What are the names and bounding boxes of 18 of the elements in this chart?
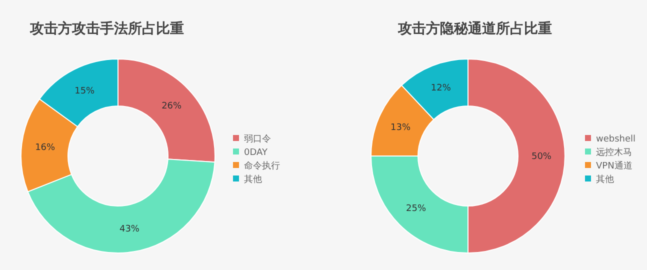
legend-label: VPN通道 (596, 160, 632, 172)
legend-label: 命令执行 (244, 160, 280, 172)
chart-title: 攻击方攻击手法所占比重 (29, 20, 184, 37)
chart-title: 攻击方隐秘通道所占比重 (397, 20, 552, 37)
legend-label: 弱口令 (244, 134, 271, 144)
data-label: 15% (74, 86, 96, 97)
data-label: 16% (35, 142, 56, 153)
data-label: 25% (406, 204, 426, 214)
data-label: 43% (119, 224, 140, 235)
legend-label: 其他 (596, 174, 614, 185)
legend-label: 其他 (244, 174, 262, 185)
data-label: 26% (162, 102, 182, 112)
data-label: 12% (430, 84, 452, 94)
data-label: 13% (390, 122, 411, 133)
data-label: 50% (531, 152, 552, 162)
legend-label: 0DAY (244, 148, 268, 158)
legend-label: webshell (596, 134, 636, 144)
legend-label: 远控木马 (596, 147, 632, 158)
